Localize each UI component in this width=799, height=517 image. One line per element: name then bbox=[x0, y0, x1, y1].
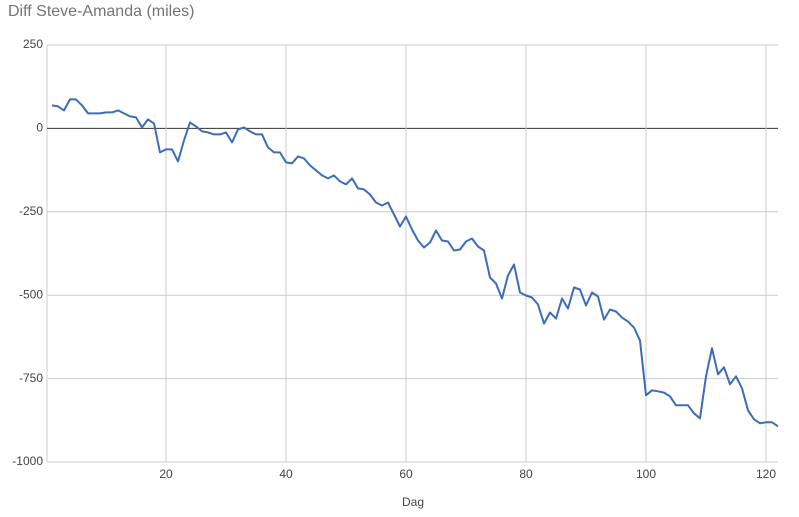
x-tick-label: 120 bbox=[756, 467, 776, 481]
y-tick-label: -250 bbox=[19, 204, 43, 218]
y-tick-label: -750 bbox=[19, 371, 43, 385]
x-tick-label: 100 bbox=[636, 467, 656, 481]
x-tick-label: 60 bbox=[399, 467, 413, 481]
y-tick-label: -1000 bbox=[12, 454, 43, 468]
y-tick-label: -500 bbox=[19, 287, 43, 301]
x-axis-label: Dag bbox=[402, 495, 424, 509]
x-tick-label: 20 bbox=[159, 467, 173, 481]
x-tick-label: 40 bbox=[279, 467, 293, 481]
x-tick-label: 80 bbox=[519, 467, 533, 481]
data-line bbox=[51, 98, 779, 428]
y-tick-label: 250 bbox=[23, 37, 43, 51]
y-tick-label: 0 bbox=[36, 121, 43, 135]
chart-title: Diff Steve-Amanda (miles) bbox=[8, 3, 194, 20]
